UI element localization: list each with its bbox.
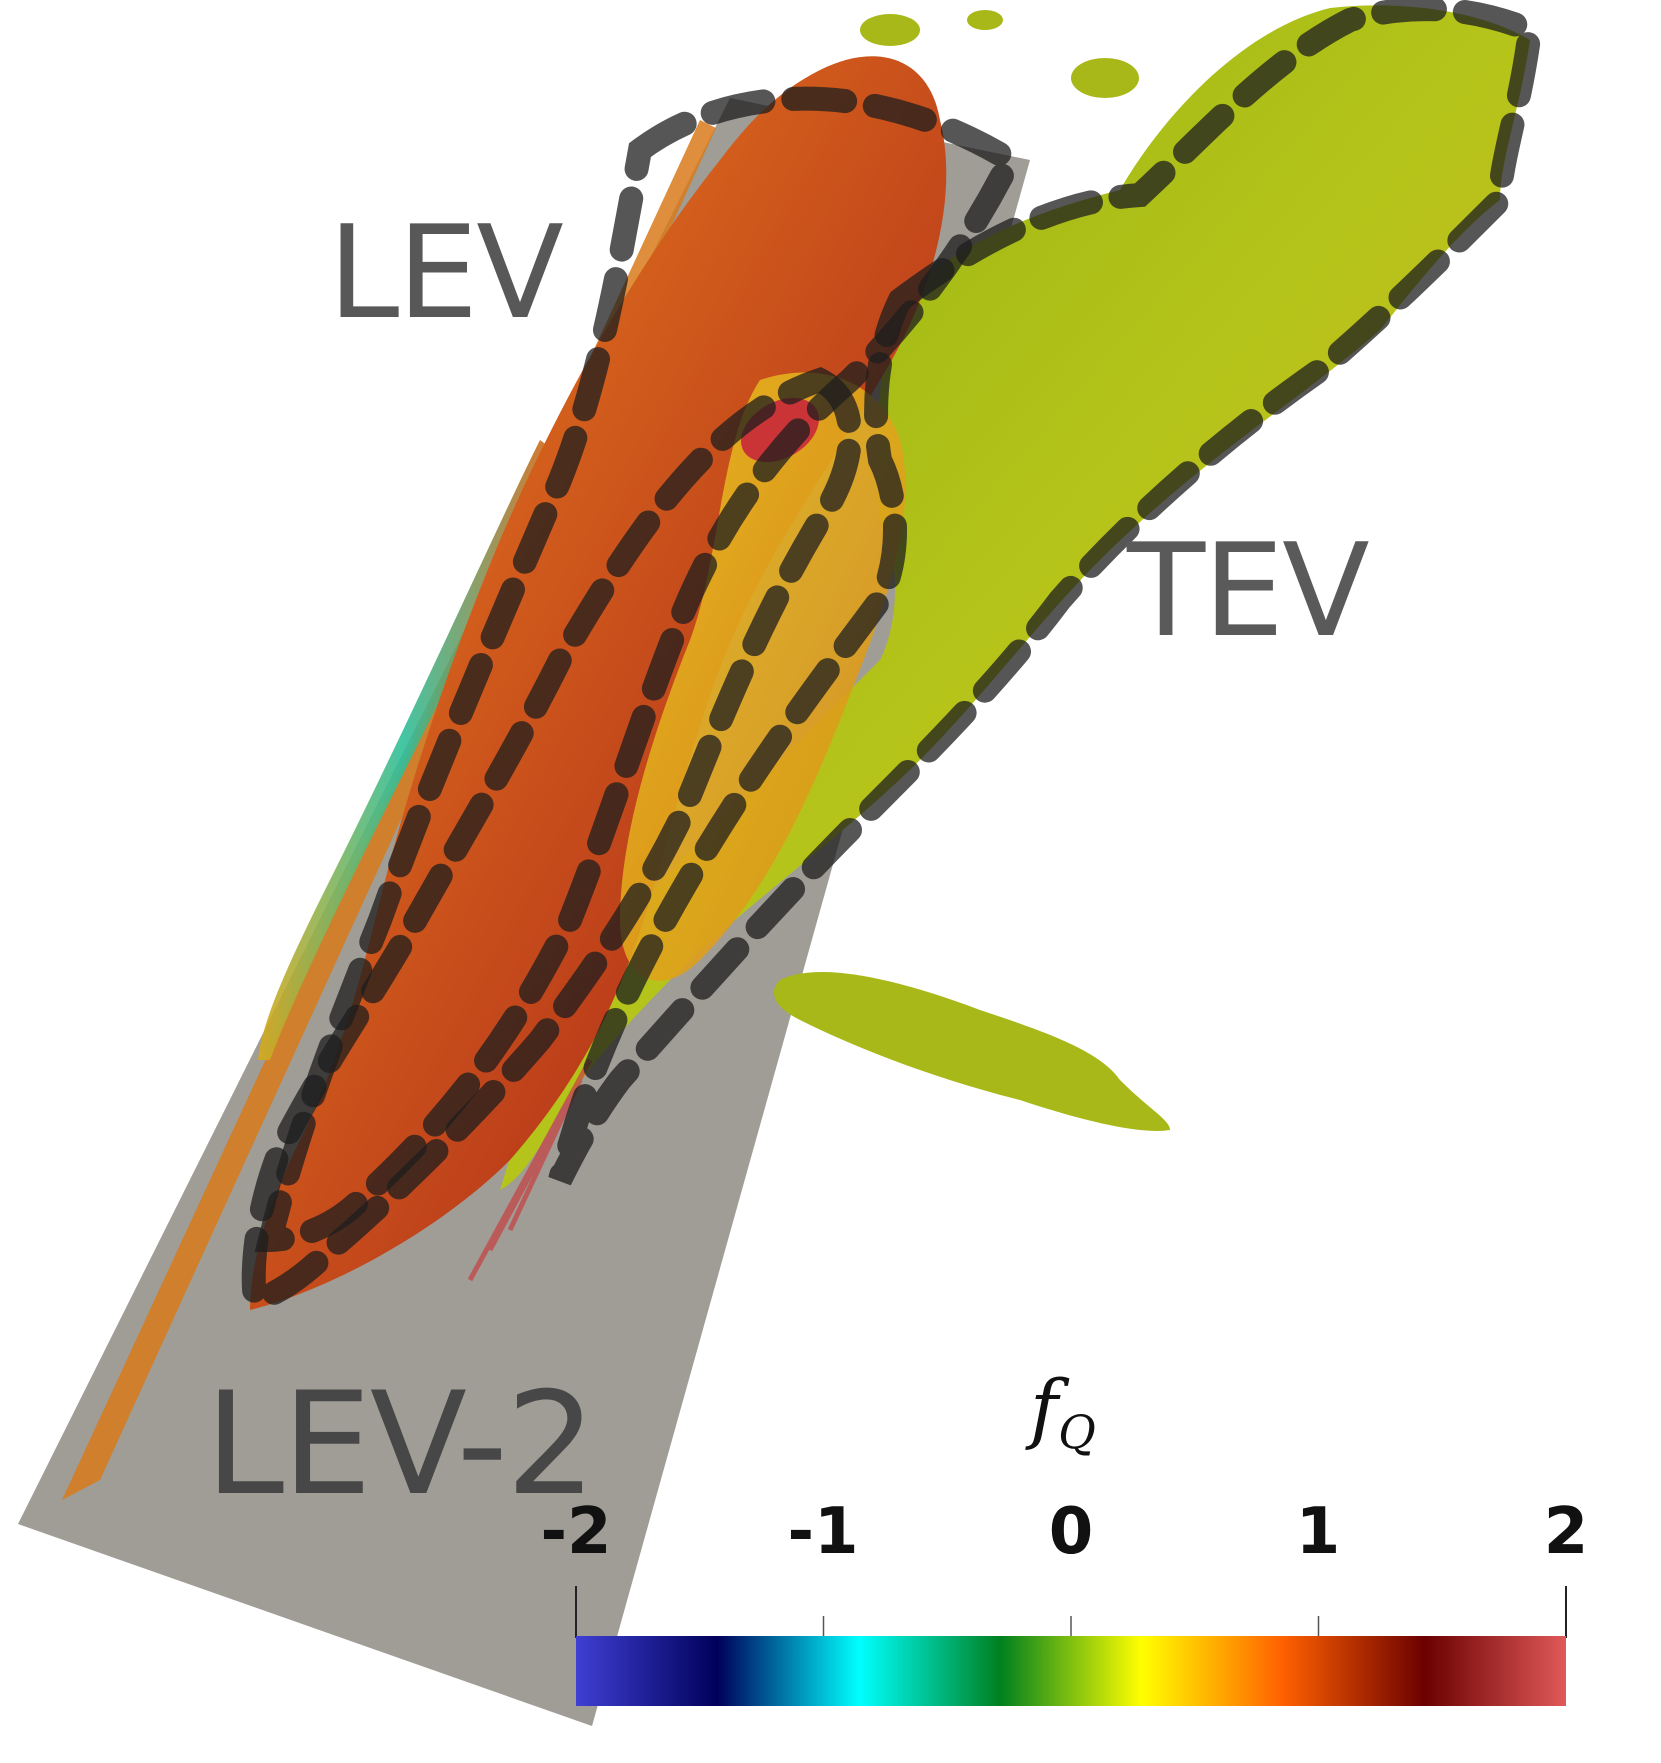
tev-outline <box>548 0 1544 1186</box>
red-streaks <box>467 1058 593 1282</box>
side-shear-layer <box>258 440 548 1060</box>
colorbar-tick-label: -1 <box>787 1495 859 1569</box>
lev-annotation: LEV <box>328 199 564 348</box>
core-surface <box>620 372 906 981</box>
lev-outline <box>254 86 1026 1253</box>
colorbar-subscript: Q <box>1058 1405 1096 1459</box>
dashed-outlines <box>241 0 1544 1313</box>
lev2-outline <box>241 367 862 1313</box>
colorbar-ticks <box>575 1586 1567 1638</box>
detached-vortex-blob <box>774 971 1170 1131</box>
tev-annotation: TEV <box>1127 517 1370 666</box>
lev-surface <box>250 56 947 1311</box>
colorbar <box>576 1636 1566 1706</box>
colorbar-tick-label: 0 <box>1048 1495 1094 1569</box>
lev2-annotation: LEV-2 <box>205 1362 596 1527</box>
colorbar-title: fQ <box>1030 1370 1096 1456</box>
colorbar-tick-label: -2 <box>540 1495 612 1569</box>
colorbar-tick-label: 2 <box>1543 1495 1589 1569</box>
small-blob-3 <box>860 14 920 46</box>
tev-surface <box>500 5 1530 1191</box>
colorbar-tick-label: 1 <box>1295 1495 1341 1569</box>
small-blob-1 <box>1071 58 1139 98</box>
colorbar-variable: f <box>1030 1363 1059 1452</box>
small-blob-2 <box>967 10 1003 30</box>
